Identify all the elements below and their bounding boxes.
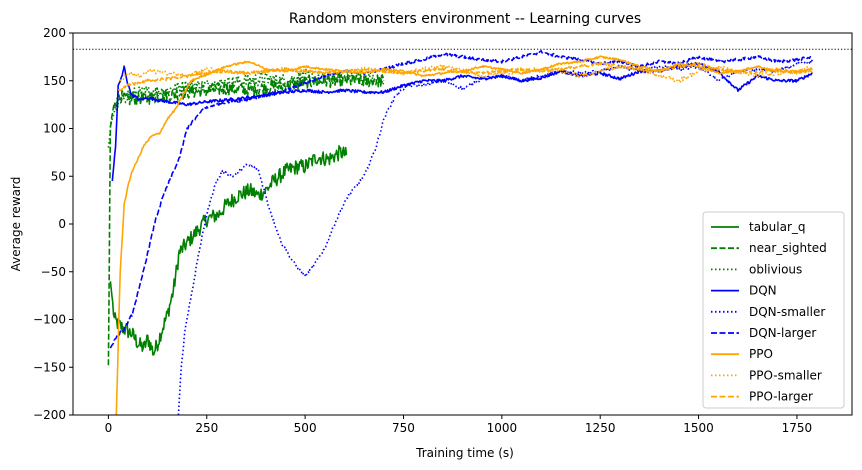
x-tick-label: 1750 [782, 421, 813, 435]
x-axis-label: Training time (s) [415, 446, 514, 460]
series-line-tabular_q [109, 145, 348, 356]
series-line-PPO-smaller [119, 63, 814, 83]
y-tick-label: 50 [51, 169, 66, 183]
legend: tabular_q near_sighted oblivious DQN DQN-sma… [702, 211, 845, 409]
legend-box [702, 211, 845, 409]
legend-label-DQN: DQN [749, 284, 777, 298]
legend-label-near_sighted: near_sighted [749, 241, 827, 255]
legend-label-PPO-smaller: PPO-smaller [749, 368, 822, 382]
series-line-PPO [115, 55, 813, 415]
y-tick-label: 200 [43, 26, 66, 40]
y-tick-label: −200 [33, 408, 66, 422]
legend-label-PPO-larger: PPO-larger [749, 390, 813, 404]
x-tick-label: 0 [105, 421, 113, 435]
legend-label-oblivious: oblivious [749, 262, 802, 276]
y-tick-label: −150 [33, 360, 66, 374]
x-tick-label: 250 [195, 421, 218, 435]
y-tick-label: −100 [33, 313, 66, 327]
y-tick-label: 0 [58, 217, 66, 231]
plot-area: 0 250 500 750 1000 1250 1500 1750−200−150−100−5… [33, 26, 853, 435]
series-line-DQN-smaller [177, 59, 814, 415]
x-tick-label: 750 [392, 421, 415, 435]
y-axis-label: Average reward [9, 177, 23, 272]
y-tick-label: 150 [43, 74, 66, 88]
x-tick-label: 1000 [487, 421, 518, 435]
series-line-oblivious [107, 68, 385, 148]
x-tick-label: 1250 [585, 421, 616, 435]
chart-title: Random monsters environment -- Learning … [289, 11, 641, 27]
legend-label-PPO: PPO [749, 347, 773, 361]
series-line-PPO-larger [117, 61, 814, 92]
legend-label-tabular_q: tabular_q [749, 220, 806, 234]
y-tick-label: −50 [41, 265, 66, 279]
legend-label-DQN-larger: DQN-larger [749, 326, 816, 340]
x-tick-label: 1500 [683, 421, 714, 435]
legend-label-DQN-smaller: DQN-smaller [749, 305, 825, 319]
y-tick-label: 100 [43, 122, 66, 136]
x-tick-label: 500 [294, 421, 317, 435]
series-line-DQN-larger [109, 50, 814, 349]
